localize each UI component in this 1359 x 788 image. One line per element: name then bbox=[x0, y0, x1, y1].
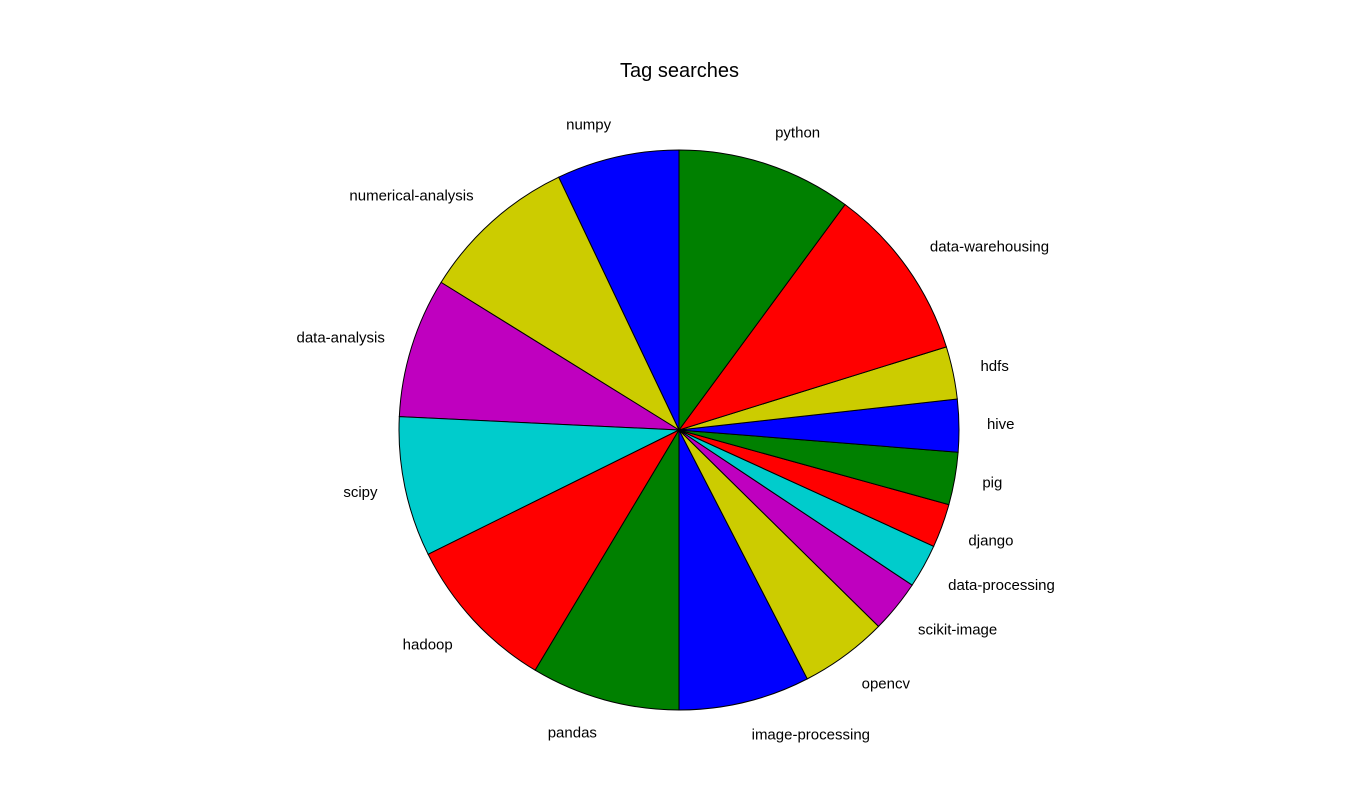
pie-label-image-processing: image-processing bbox=[752, 727, 870, 744]
pie-label-hadoop: hadoop bbox=[403, 636, 453, 653]
pie-label-pandas: pandas bbox=[548, 724, 597, 741]
pie-label-django: django bbox=[968, 533, 1013, 550]
pie-chart-svg: numpy numerical-analysis data-analysis scip… bbox=[0, 0, 1359, 788]
pie-label-data-warehousing: data-warehousing bbox=[930, 238, 1049, 255]
pie-label-scipy: scipy bbox=[343, 484, 378, 501]
pie-label-data-processing: data-processing bbox=[948, 577, 1055, 594]
pie-chart-container: Tag searches numpy numerical-analysis data… bbox=[0, 0, 1359, 788]
chart-title: Tag searches bbox=[620, 60, 739, 83]
pie-label-numpy: numpy bbox=[566, 117, 612, 134]
pie-label-pig: pig bbox=[982, 474, 1002, 491]
pie-label-python: python bbox=[775, 124, 820, 141]
pie-label-scikit-image: scikit-image bbox=[918, 622, 997, 639]
pie-label-hdfs: hdfs bbox=[980, 358, 1008, 375]
pie-label-numerical-analysis: numerical-analysis bbox=[349, 187, 473, 204]
pie-label-data-analysis: data-analysis bbox=[296, 330, 384, 347]
pie-label-hive: hive bbox=[987, 416, 1015, 433]
pie-label-opencv: opencv bbox=[862, 675, 911, 692]
